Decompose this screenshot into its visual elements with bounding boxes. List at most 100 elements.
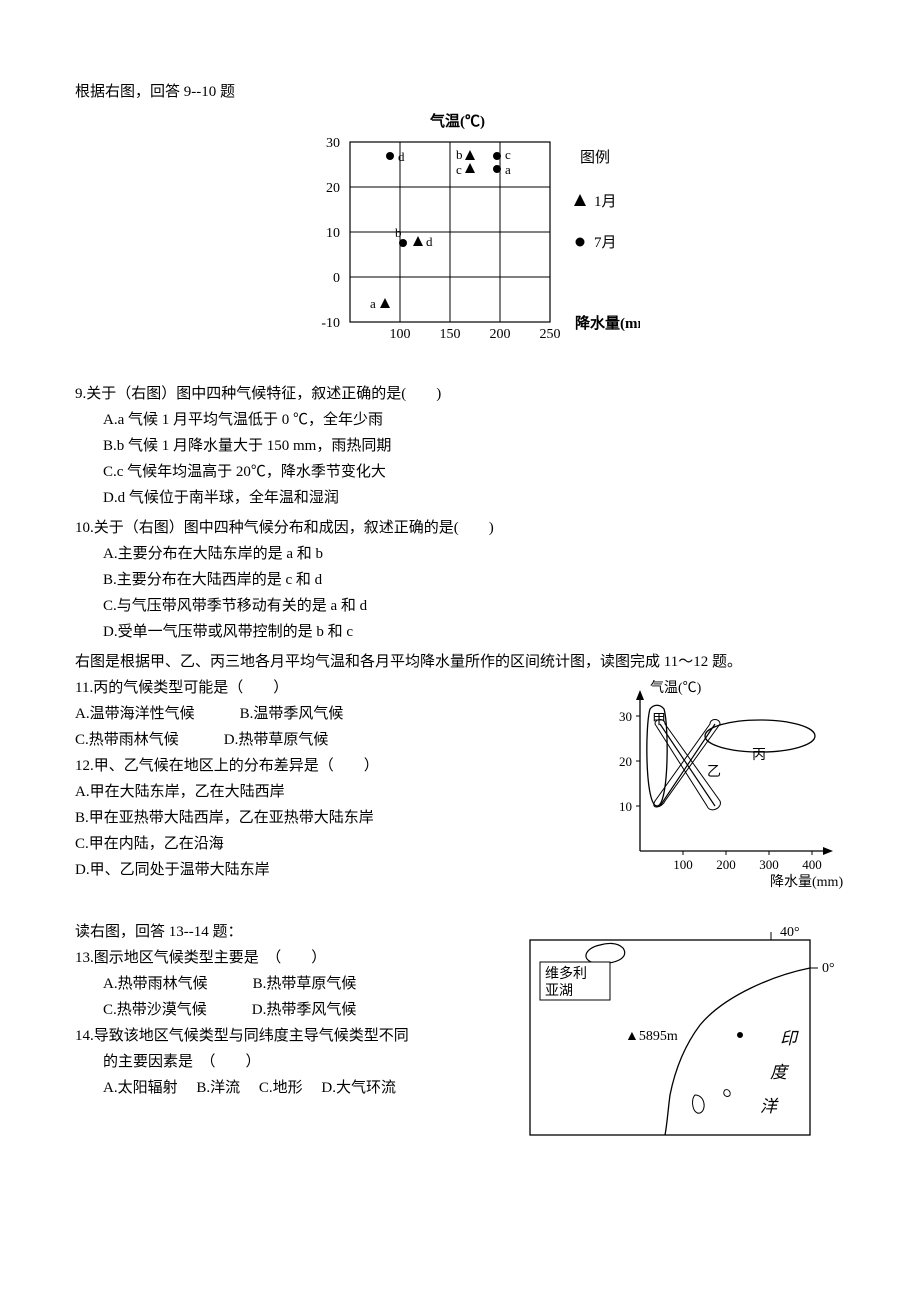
chart1-point-label: b bbox=[395, 225, 402, 240]
q9-opt-c: C.c 气候年均温高于 20℃，降水季节变化大 bbox=[75, 460, 845, 484]
q14-opts: A.太阳辐射 B.洋流 C.地形 D.大气环流 bbox=[75, 1076, 515, 1100]
legend-triangle-icon bbox=[574, 194, 586, 206]
q14-stem: 14.导致该地区气候类型与同纬度主导气候类型不同 bbox=[75, 1024, 515, 1048]
chart1-point-label: a bbox=[505, 162, 511, 177]
chart1-ytick: 30 bbox=[326, 136, 340, 151]
q12-opt-a: A.甲在大陆东岸，乙在大陆西岸 bbox=[75, 780, 585, 804]
map-lat40: 40° bbox=[780, 925, 800, 940]
chart2-xtick: 300 bbox=[759, 857, 779, 872]
chart1-point-label: a bbox=[370, 296, 376, 311]
chart1-point-circle bbox=[493, 152, 501, 160]
intro-2: 右图是根据甲、乙、丙三地各月平均气温和各月平均降水量所作的区间统计图，读图完成 … bbox=[75, 650, 845, 674]
chart1-xlabel: 降水量(mm) bbox=[575, 314, 640, 332]
chart1-ylabel: 气温(℃) bbox=[429, 112, 485, 130]
q13-stem: 13.图示地区气候类型主要是 （ ） bbox=[75, 946, 515, 970]
chart2-xtick: 100 bbox=[673, 857, 693, 872]
coastline bbox=[665, 968, 810, 1135]
chart2-xlabel: 降水量(mm) bbox=[770, 874, 843, 890]
q12-stem: 12.甲、乙气候在地区上的分布差异是（ ） bbox=[75, 754, 585, 778]
chart-2: 气温(℃) 30 20 10 100 200 300 400 降水量(mm) bbox=[595, 676, 845, 896]
chart2-ytick: 30 bbox=[619, 709, 632, 724]
q14-opt-b: B.洋流 bbox=[196, 1080, 240, 1096]
chart1-point-label: c bbox=[456, 162, 462, 177]
chart1-legend-item: 1月 bbox=[594, 194, 617, 210]
chart1-ytick: 10 bbox=[326, 226, 340, 241]
q11-opts-cd: C.热带雨林气候 D.热带草原气候 bbox=[75, 728, 585, 752]
q14-stem2: 的主要因素是 （ ） bbox=[75, 1050, 515, 1074]
chart1-xtick: 150 bbox=[440, 327, 461, 342]
q11-opt-a: A.温带海洋性气候 bbox=[75, 706, 195, 722]
q9-opt-d: D.d 气候位于南半球，全年温和湿润 bbox=[75, 486, 845, 510]
chart-1: 气温(℃) 30 20 10 0 -10 100 150 200 250 降水量… bbox=[280, 112, 640, 362]
island-icon bbox=[693, 1095, 705, 1113]
chart1-xtick: 100 bbox=[390, 327, 411, 342]
q11-opt-d: D.热带草原气候 bbox=[224, 732, 329, 748]
chart1-point-circle bbox=[386, 152, 394, 160]
q9-opt-a: A.a 气候 1 月平均气温低于 0 ℃，全年少雨 bbox=[75, 408, 845, 432]
map-figure: 40° 0° 维多利 亚湖 ▲5895m 印 度 洋 bbox=[525, 920, 845, 1140]
q12-opt-b: B.甲在亚热带大陆西岸，乙在亚热带大陆东岸 bbox=[75, 806, 585, 830]
chart1-ytick: -10 bbox=[321, 316, 340, 331]
q10-opt-a: A.主要分布在大陆东岸的是 a 和 b bbox=[75, 542, 845, 566]
q13-14-row: 读右图，回答 13--14 题： 13.图示地区气候类型主要是 （ ） A.热带… bbox=[75, 920, 845, 1140]
chart1-point-label: b bbox=[456, 147, 463, 162]
chart1-ytick: 20 bbox=[326, 181, 340, 196]
chart2-xtick: 200 bbox=[716, 857, 736, 872]
q10-opt-c: C.与气压带风带季节移动有关的是 a 和 d bbox=[75, 594, 845, 618]
chart1-xtick: 200 bbox=[490, 327, 511, 342]
chart1-ytick: 0 bbox=[333, 271, 340, 286]
map-point-icon bbox=[737, 1032, 743, 1038]
chart-1-container: 气温(℃) 30 20 10 0 -10 100 150 200 250 降水量… bbox=[75, 112, 845, 362]
chart1-point-circle bbox=[493, 165, 501, 173]
chart1-point-triangle bbox=[465, 150, 475, 160]
chart2-label-bing: 丙 bbox=[752, 748, 766, 763]
map-lat0: 0° bbox=[822, 961, 835, 976]
q13-opt-a: A.热带雨林气候 bbox=[103, 976, 208, 992]
q14-opt-a: A.太阳辐射 bbox=[103, 1080, 178, 1096]
chart1-point-label: d bbox=[398, 149, 405, 164]
q13-opt-c: C.热带沙漠气候 bbox=[103, 1002, 207, 1018]
q11-12-row: 11.丙的气候类型可能是（ ） A.温带海洋性气候 B.温带季风气候 C.热带雨… bbox=[75, 676, 845, 896]
q11-opts-ab: A.温带海洋性气候 B.温带季风气候 bbox=[75, 702, 585, 726]
chart2-ylabel: 气温(℃) bbox=[650, 680, 702, 696]
ocean-label-2: 度 bbox=[770, 1063, 790, 1082]
chart1-point-circle bbox=[399, 239, 407, 247]
q11-stem: 11.丙的气候类型可能是（ ） bbox=[75, 676, 585, 700]
legend-circle-icon bbox=[576, 238, 585, 247]
chart1-point-label: d bbox=[426, 234, 433, 249]
ocean-label-3: 洋 bbox=[760, 1097, 779, 1116]
chart1-point-triangle bbox=[380, 298, 390, 308]
q11-opt-b: B.温带季风气候 bbox=[240, 706, 344, 722]
chart1-point-triangle bbox=[465, 163, 475, 173]
lake-label-2: 亚湖 bbox=[545, 983, 573, 999]
question-10: 10.关于（右图）图中四种气候分布和成因，叙述正确的是( ) A.主要分布在大陆… bbox=[75, 516, 845, 644]
chart1-point-label: c bbox=[505, 147, 511, 162]
q9-stem: 9.关于（右图）图中四种气候特征，叙述正确的是( ) bbox=[75, 382, 845, 406]
chart1-legend-title: 图例 bbox=[580, 149, 610, 166]
chart2-ytick: 20 bbox=[619, 754, 632, 769]
peak-label: ▲5895m bbox=[625, 1029, 678, 1044]
q13-opt-d: D.热带季风气候 bbox=[252, 1002, 357, 1018]
ocean-label-1: 印 bbox=[780, 1029, 799, 1048]
chart2-ytick: 10 bbox=[619, 799, 632, 814]
lake-icon bbox=[586, 943, 625, 963]
intro-3: 读右图，回答 13--14 题： bbox=[75, 920, 515, 944]
q10-opt-d: D.受单一气压带或风带控制的是 b 和 c bbox=[75, 620, 845, 644]
chart2-xtick: 400 bbox=[802, 857, 822, 872]
chart2-label-yi: 乙 bbox=[707, 764, 721, 780]
q13-opt-b: B.热带草原气候 bbox=[253, 976, 357, 992]
q11-opt-c: C.热带雨林气候 bbox=[75, 732, 179, 748]
q13-opts-ab: A.热带雨林气候 B.热带草原气候 bbox=[75, 972, 515, 996]
q13-opts-cd: C.热带沙漠气候 D.热带季风气候 bbox=[75, 998, 515, 1022]
arrowhead-icon bbox=[636, 690, 644, 700]
chart1-point-triangle bbox=[413, 236, 423, 246]
q14-opt-d: D.大气环流 bbox=[321, 1080, 396, 1096]
chart1-legend-item: 7月 bbox=[594, 235, 617, 251]
chart1-xtick: 250 bbox=[540, 327, 561, 342]
island-icon bbox=[724, 1090, 730, 1097]
intro-1: 根据右图，回答 9--10 题 bbox=[75, 80, 845, 104]
q9-opt-b: B.b 气候 1 月降水量大于 150 mm，雨热同期 bbox=[75, 434, 845, 458]
lake-label-1: 维多利 bbox=[545, 965, 587, 982]
q10-opt-b: B.主要分布在大陆西岸的是 c 和 d bbox=[75, 568, 845, 592]
q12-opt-d: D.甲、乙同处于温带大陆东岸 bbox=[75, 858, 585, 882]
